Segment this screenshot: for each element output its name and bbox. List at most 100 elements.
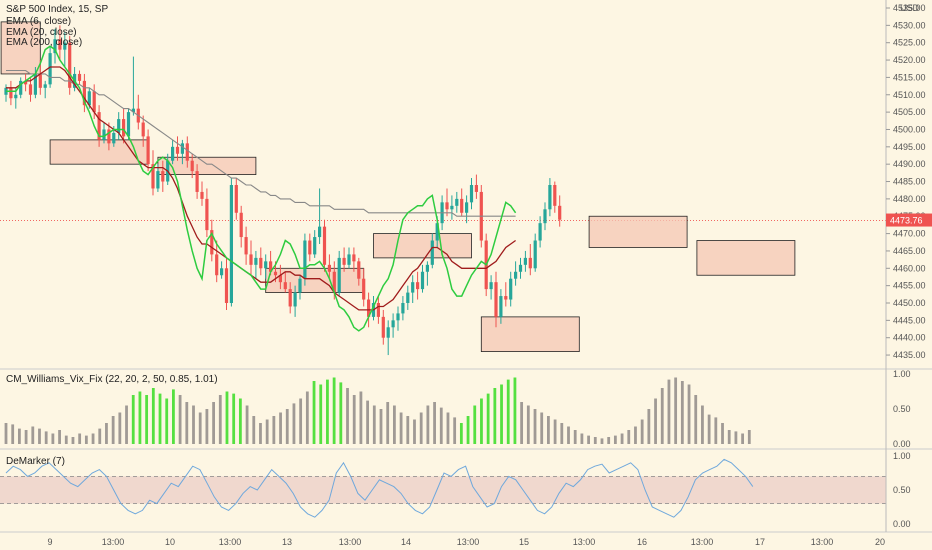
vix-fix-bar [212,402,215,444]
candle-body [469,185,474,203]
candle-body [332,271,336,293]
vix-fix-bar [486,393,490,444]
candle-body [273,271,278,276]
vix-fix-bar [386,402,390,444]
vix-fix-bar [620,433,624,444]
vix-fix-bar [24,430,28,444]
vix-tick-label: 1.00 [893,369,911,379]
vix-fix-bar [38,428,41,444]
candle-body [53,39,57,54]
x-tick-label: 13:00 [691,537,714,547]
candle-body [318,226,322,238]
vix-fix-bar [44,431,48,444]
candle-body [122,119,126,137]
price-tick-label: 4485.00 [893,177,926,187]
vix-fix-bar [600,438,604,444]
candle-body [406,292,410,303]
candle-body [465,202,469,213]
candle-body [391,320,395,328]
demarker-tick-label: 0.50 [893,485,911,495]
candle-body [386,327,390,338]
vix-fix-bar [634,426,637,444]
vix-fix-bar [232,393,236,444]
candle-body [112,132,116,144]
demarker-pane[interactable] [0,458,886,518]
candle-body [210,230,214,255]
legend-ema20: EMA (20, close) [6,27,77,38]
candle-body [420,271,425,290]
vix-fix-bar [84,435,88,444]
current-price-tag [886,213,932,227]
vix-fix-bar [98,428,102,444]
candle-body [396,313,400,321]
price-tick-label: 4460.00 [893,263,926,273]
vix-fix-bar [11,424,15,444]
price-tick-label: 4445.00 [893,315,926,325]
candle-body [220,268,224,276]
candle-body [288,289,292,307]
candle-body [195,171,199,192]
x-tick-label: 14 [401,537,411,547]
candle-body [548,185,552,210]
vix-fix-bar [292,403,296,444]
vix-fix-bar [4,423,8,444]
vix-fix-bar [419,412,423,444]
x-tick-label: 20 [875,537,885,547]
vix-fix-bar [17,428,21,444]
vix-fix-bar [399,412,403,444]
x-tick-label: 9 [47,537,52,547]
legend-ema200: EMA (200, close) [6,37,82,48]
demarker-tick-label: 1.00 [893,451,911,461]
vix-fix-bar [272,416,276,444]
candle-body [102,129,106,140]
currency-label: USD [900,3,920,13]
vix-fix-pane[interactable] [4,377,751,445]
vix-fix-bar [459,423,463,444]
x-tick-label: 13 [282,537,292,547]
candle-body [19,80,23,95]
vix-fix-bar [741,433,745,444]
candle-body [303,240,307,279]
candle-body [254,257,258,265]
vix-fix-bar [165,398,169,444]
vix-fix-bar [580,433,584,444]
vix-fix-bar [553,419,557,444]
vix-fix-bar [198,412,202,444]
candle-body [259,257,263,269]
candle-body [58,39,62,50]
vix-fix-bar [567,426,570,444]
vix-fix-bar [560,423,564,444]
price-tick-label: 4490.00 [893,159,926,169]
candle-body [509,278,513,300]
vix-fix-bar [647,409,651,444]
ema200-line [6,69,516,217]
vix-fix-bar [607,437,611,444]
candle-body [518,264,523,272]
candle-body [146,136,150,165]
vix-fix-bar [91,433,95,444]
supply-demand-zone [0,21,41,75]
candle-body [430,240,434,265]
vix-fix-bar [279,412,282,444]
vix-fix-bar [694,395,698,444]
candle-body [416,282,420,290]
vix-fix-bar [78,433,82,444]
candle-body [82,80,86,106]
price-pane[interactable] [0,21,886,356]
current-price-label: 4473.76 [890,216,923,226]
candle-body [185,143,189,161]
vix-fix-bar [433,402,436,444]
candle-body [92,91,96,113]
price-tick-label: 4525.00 [893,38,926,48]
vix-fix-bar [205,409,209,444]
vix-fix-bar [131,395,135,444]
vix-fix-bar [352,395,356,444]
x-tick-label: 13:00 [811,537,834,547]
ema6-line [6,45,517,332]
vix-fix-bar [667,379,671,444]
vix-fix-bar [299,398,303,444]
candle-body [24,80,28,85]
candle-body [107,129,111,144]
